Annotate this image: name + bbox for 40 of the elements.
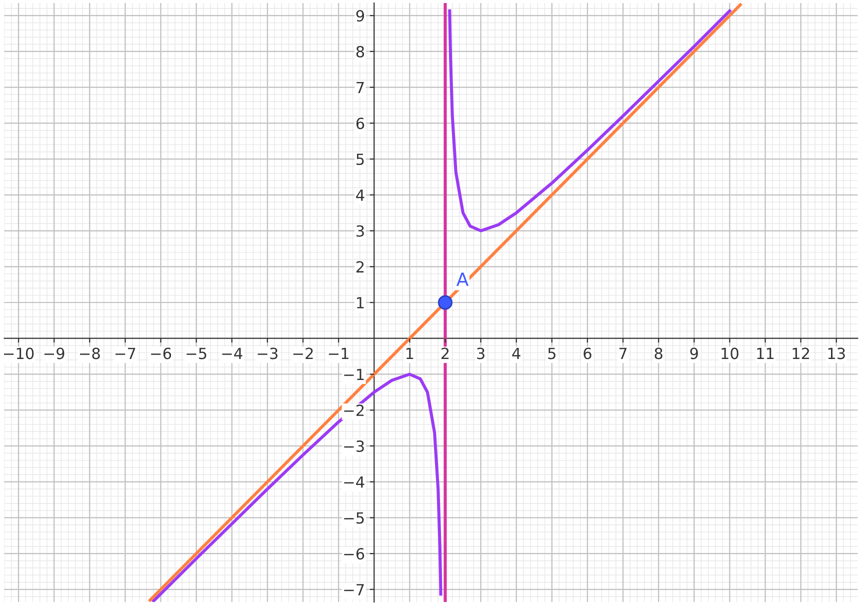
- x-tick-label: 1: [406, 348, 414, 359]
- y-tick-label: 8: [356, 46, 364, 58]
- x-tick-label: 10: [722, 348, 738, 360]
- x-tick-label: −9: [44, 348, 64, 360]
- x-tick-label: 7: [619, 348, 627, 359]
- x-tick-label: −7: [116, 348, 136, 359]
- x-tick-label: 2: [441, 348, 449, 359]
- y-tick-label: 7: [356, 82, 364, 94]
- y-tick-label: −4: [344, 476, 364, 488]
- y-tick-label: −7: [344, 584, 364, 596]
- x-tick-label: −3: [258, 348, 278, 360]
- x-tick-label: 13: [828, 348, 845, 360]
- y-tick-label: 9: [356, 10, 364, 22]
- x-tick-label: −8: [80, 348, 100, 360]
- y-tick-label: 6: [356, 118, 364, 130]
- x-tick-label: 12: [792, 348, 809, 359]
- y-tick-label: 2: [356, 261, 364, 272]
- x-tick-label: 3: [477, 348, 484, 360]
- y-tick-label: −2: [344, 404, 364, 416]
- x-tick-label: 4: [512, 348, 520, 359]
- y-tick-label: −5: [344, 512, 364, 524]
- y-tick-label: −3: [344, 440, 364, 452]
- x-tick-label: −5: [186, 348, 206, 360]
- x-tick-label: 9: [690, 348, 698, 360]
- x-tick-label: 5: [548, 348, 556, 360]
- y-tick-label: 3: [356, 225, 364, 237]
- x-tick-label: 6: [584, 348, 592, 360]
- y-tick-label: −1: [344, 368, 364, 380]
- x-tick-label: 11: [757, 348, 774, 359]
- y-tick-label: 4: [356, 190, 364, 201]
- x-tick-label: −1: [328, 348, 348, 359]
- y-tick-label: 1: [357, 297, 364, 308]
- y-tick-label: 5: [356, 154, 364, 166]
- x-tick-label: −10: [4, 348, 34, 360]
- x-tick-label: −2: [293, 348, 313, 359]
- x-tick-label: −4: [222, 348, 242, 359]
- x-tick-label: 8: [654, 348, 662, 360]
- x-tick-label: −6: [151, 348, 172, 360]
- y-tick-label: −6: [344, 548, 364, 560]
- series-label: A: [456, 272, 469, 286]
